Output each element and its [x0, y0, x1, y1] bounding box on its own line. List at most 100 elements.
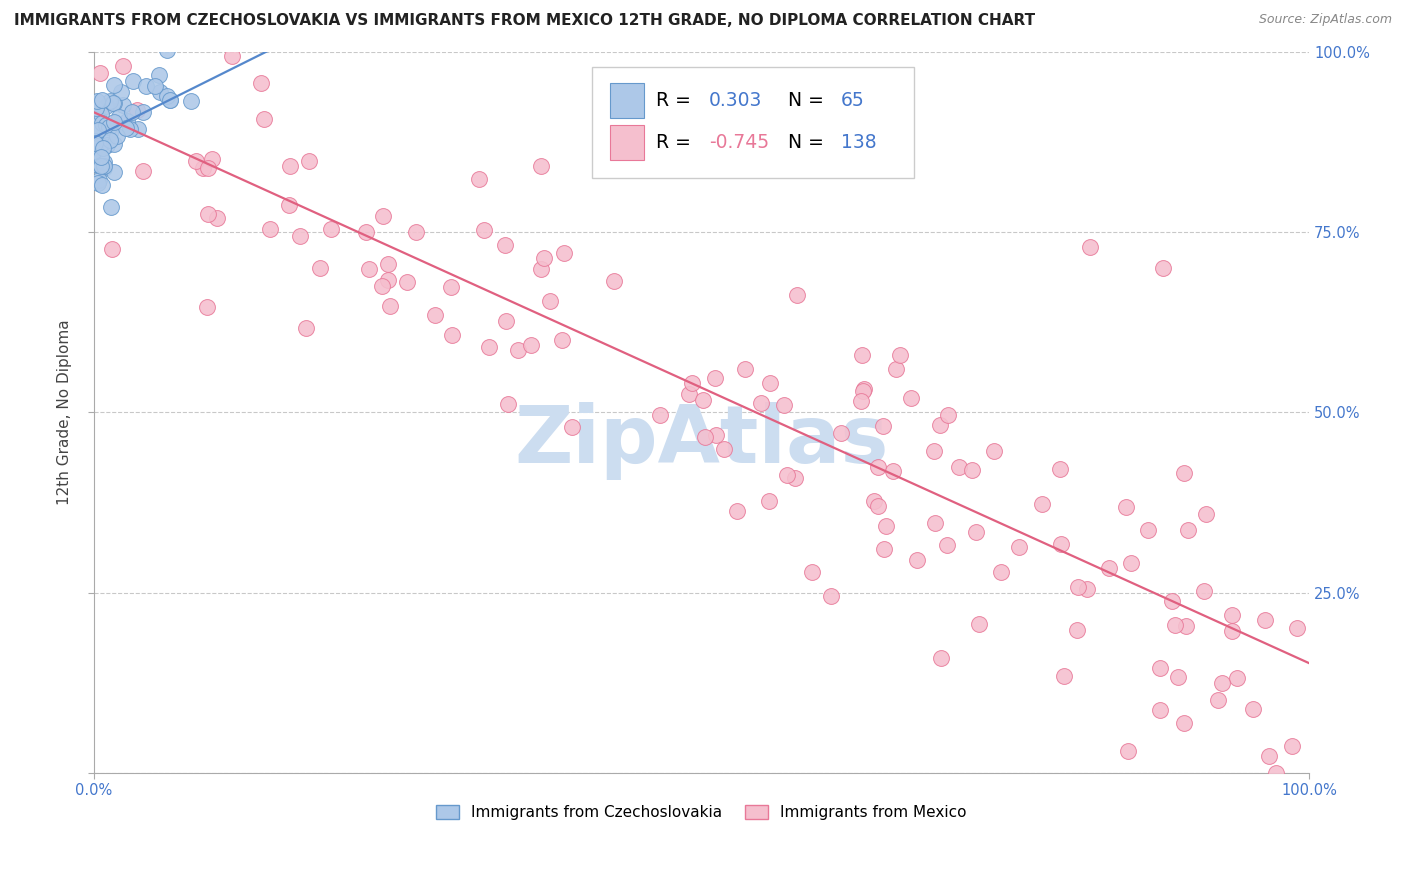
- Point: [494, 237, 516, 252]
- Point: [928, 418, 950, 433]
- Point: [1173, 467, 1195, 481]
- Point: [93, 161, 115, 175]
- Point: [83, 144, 105, 158]
- Point: [873, 139, 896, 153]
- Point: [201, 152, 224, 166]
- Point: [727, 504, 749, 518]
- Point: [1116, 744, 1139, 758]
- Point: [884, 362, 907, 376]
- Point: [786, 287, 808, 301]
- Point: [692, 393, 714, 408]
- Point: [678, 386, 700, 401]
- Point: [1195, 507, 1218, 521]
- Point: [93, 159, 115, 173]
- Point: [87, 122, 110, 136]
- Point: [111, 98, 134, 112]
- Point: [377, 272, 399, 286]
- Text: N =: N =: [776, 91, 830, 110]
- Point: [98, 95, 121, 109]
- Text: 0.303: 0.303: [709, 91, 762, 110]
- Point: [259, 222, 281, 236]
- Point: [1281, 739, 1303, 754]
- Point: [221, 49, 243, 63]
- Point: [100, 200, 122, 214]
- Point: [1286, 621, 1309, 635]
- Point: [948, 460, 970, 475]
- Point: [1192, 583, 1215, 598]
- Point: [180, 94, 202, 108]
- Point: [749, 396, 772, 410]
- Point: [294, 321, 316, 335]
- Point: [1220, 624, 1243, 639]
- Point: [195, 300, 218, 314]
- Point: [90, 150, 112, 164]
- Point: [866, 460, 889, 475]
- Point: [103, 78, 125, 92]
- Point: [560, 420, 582, 434]
- Point: [872, 419, 894, 434]
- Point: [380, 299, 402, 313]
- Text: R =: R =: [657, 91, 697, 110]
- Point: [1149, 661, 1171, 675]
- Point: [197, 207, 219, 221]
- Text: -0.745: -0.745: [709, 133, 769, 152]
- Point: [1149, 703, 1171, 717]
- Point: [551, 333, 574, 347]
- Text: N =: N =: [776, 133, 830, 152]
- Text: R =: R =: [657, 133, 697, 152]
- Point: [889, 348, 911, 362]
- Point: [156, 89, 179, 103]
- Point: [495, 314, 517, 328]
- Point: [127, 122, 149, 136]
- Point: [1167, 670, 1189, 684]
- Point: [96, 118, 118, 132]
- Point: [86, 94, 108, 108]
- Point: [103, 165, 125, 179]
- Point: [468, 171, 491, 186]
- Point: [90, 160, 112, 174]
- Point: [849, 394, 872, 409]
- Point: [250, 76, 273, 90]
- Point: [1254, 613, 1277, 627]
- Point: [193, 161, 215, 175]
- Point: [960, 463, 983, 477]
- Point: [1067, 580, 1090, 594]
- Point: [935, 538, 957, 552]
- Point: [103, 95, 125, 110]
- Point: [107, 129, 129, 144]
- Point: [90, 160, 112, 174]
- Point: [148, 68, 170, 82]
- Point: [603, 274, 626, 288]
- Point: [84, 157, 107, 171]
- Point: [472, 223, 495, 237]
- Point: [357, 262, 380, 277]
- Point: [820, 590, 842, 604]
- Point: [783, 470, 806, 484]
- Point: [118, 122, 141, 136]
- Point: [519, 338, 541, 352]
- Point: [1098, 561, 1121, 575]
- Point: [1257, 749, 1279, 764]
- Point: [87, 109, 110, 123]
- Point: [478, 340, 501, 354]
- Point: [103, 95, 125, 110]
- Point: [1265, 765, 1288, 780]
- Point: [1066, 624, 1088, 638]
- Point: [1050, 537, 1073, 551]
- Point: [112, 59, 135, 73]
- Point: [405, 225, 427, 239]
- Point: [377, 257, 399, 271]
- Point: [1226, 671, 1249, 685]
- Point: [830, 426, 852, 441]
- Point: [101, 242, 124, 256]
- Point: [356, 225, 378, 239]
- Point: [875, 519, 897, 533]
- Y-axis label: 12th Grade, No Diploma: 12th Grade, No Diploma: [58, 319, 72, 505]
- Point: [298, 153, 321, 168]
- Point: [929, 651, 952, 665]
- Point: [278, 159, 301, 173]
- Legend: Immigrants from Czechoslovakia, Immigrants from Mexico: Immigrants from Czechoslovakia, Immigran…: [430, 798, 973, 826]
- Point: [530, 159, 553, 173]
- Point: [852, 384, 875, 399]
- Point: [882, 464, 904, 478]
